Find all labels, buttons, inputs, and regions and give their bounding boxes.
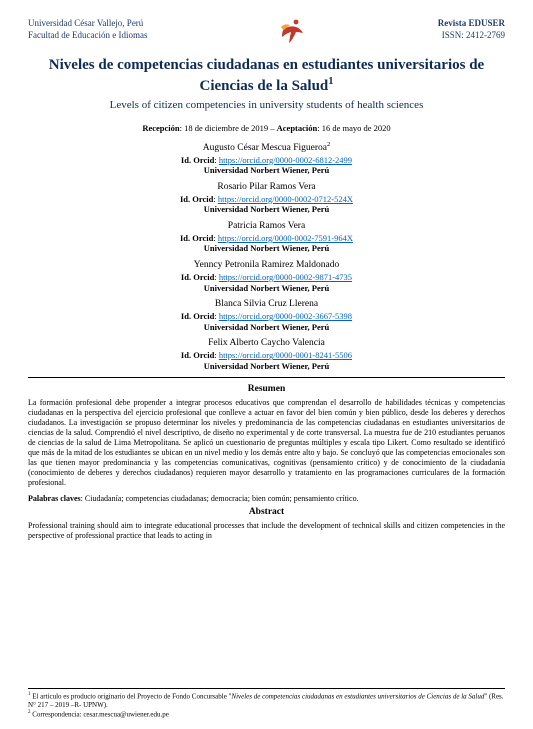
- institution-name: Universidad César Vallejo, Perú: [28, 18, 147, 30]
- reception-date: 18 de diciembre de 2019: [184, 123, 268, 133]
- header-left: Universidad César Vallejo, Perú Facultad…: [28, 18, 147, 41]
- author-affiliation: Universidad Norbert Wiener, Perú: [28, 204, 505, 215]
- fn1-title: Niveles de competencias ciudadanas en es…: [231, 692, 484, 700]
- authors-list: Augusto César Mescua Figueroa2Id. Orcid:…: [28, 141, 505, 372]
- author-affiliation: Universidad Norbert Wiener, Perú: [28, 165, 505, 176]
- author-name: Rosario Pilar Ramos Vera: [28, 182, 505, 194]
- author-name: Patricia Ramos Vera: [28, 221, 505, 233]
- reception-label: Recepción: [142, 123, 179, 133]
- author-affiliation: Universidad Norbert Wiener, Perú: [28, 283, 505, 294]
- footnote-2: 2 Correspondencia: cesar.mescua@uwiener.…: [28, 710, 505, 719]
- orcid-link[interactable]: https://orcid.org/0000-0001-8241-5506: [219, 350, 352, 360]
- abstract-heading: Abstract: [28, 507, 505, 517]
- author-block: Augusto César Mescua Figueroa2Id. Orcid:…: [28, 141, 505, 176]
- author-orcid-line: Id. Orcid: https://orcid.org/0000-0002-0…: [28, 194, 505, 205]
- author-name: Felix Alberto Caycho Valencia: [28, 338, 505, 350]
- orcid-link[interactable]: https://orcid.org/0000-0002-9871-4735: [219, 272, 352, 282]
- author-name: Blanca Silvia Cruz Llerena: [28, 299, 505, 311]
- article-title-en: Levels of citizen competencies in univer…: [28, 99, 505, 111]
- orcid-link[interactable]: https://orcid.org/0000-0002-7591-964X: [218, 233, 353, 243]
- footnotes: 1 El artículo es producto originario del…: [28, 688, 505, 719]
- issn: ISSN: 2412-2769: [438, 30, 505, 42]
- header-right: Revista EDUSER ISSN: 2412-2769: [438, 18, 505, 41]
- author-block: Felix Alberto Caycho ValenciaId. Orcid: …: [28, 338, 505, 371]
- separator-line: [28, 377, 505, 378]
- resumen-body: La formación profesional debe propender …: [28, 398, 505, 488]
- fn2-text: Correspondencia: cesar.mescua@uwiener.ed…: [32, 710, 169, 718]
- title-footnote-marker: 1: [328, 76, 333, 87]
- author-affiliation: Universidad Norbert Wiener, Perú: [28, 322, 505, 333]
- resumen-heading: Resumen: [28, 384, 505, 394]
- author-orcid-line: Id. Orcid: https://orcid.org/0000-0002-6…: [28, 155, 505, 166]
- faculty-name: Facultad de Educación e Idiomas: [28, 30, 147, 42]
- author-name: Augusto César Mescua Figueroa2: [28, 141, 505, 155]
- orcid-link[interactable]: https://orcid.org/0000-0002-0712-524X: [218, 194, 353, 204]
- author-block: Patricia Ramos VeraId. Orcid: https://or…: [28, 221, 505, 254]
- orcid-label: Id. Orcid: [181, 350, 214, 360]
- footnote-1: 1 El artículo es producto originario del…: [28, 692, 505, 710]
- acceptance-date: 16 de mayo de 2020: [322, 123, 391, 133]
- orcid-link[interactable]: https://orcid.org/0000-0002-3667-5398: [219, 311, 352, 321]
- orcid-label: Id. Orcid: [181, 272, 214, 282]
- acceptance-label: Aceptación: [277, 123, 318, 133]
- author-affiliation: Universidad Norbert Wiener, Perú: [28, 243, 505, 254]
- keywords-value: Ciudadanía; competencias ciudadanas; dem…: [85, 494, 359, 503]
- journal-logo-icon: [278, 18, 308, 44]
- author-block: Yenncy Petronila Ramirez MaldonadoId. Or…: [28, 260, 505, 293]
- author-name: Yenncy Petronila Ramirez Maldonado: [28, 260, 505, 272]
- author-orcid-line: Id. Orcid: https://orcid.org/0000-0002-9…: [28, 272, 505, 283]
- orcid-label: Id. Orcid: [180, 194, 213, 204]
- keywords-line: Palabras claves: Ciudadanía; competencia…: [28, 494, 505, 503]
- orcid-link[interactable]: https://orcid.org/0000-0002-6812-2499: [219, 155, 352, 165]
- keywords-label: Palabras claves: [28, 494, 81, 503]
- author-block: Blanca Silvia Cruz LlerenaId. Orcid: htt…: [28, 299, 505, 332]
- article-title-es: Niveles de competencias ciudadanas en es…: [28, 56, 505, 96]
- page-header: Universidad César Vallejo, Perú Facultad…: [28, 18, 505, 44]
- orcid-label: Id. Orcid: [180, 233, 213, 243]
- author-orcid-line: Id. Orcid: https://orcid.org/0000-0001-8…: [28, 350, 505, 361]
- dates-line: Recepción: 18 de diciembre de 2019 – Ace…: [28, 123, 505, 133]
- title-text-es: Niveles de competencias ciudadanas en es…: [49, 57, 484, 94]
- author-orcid-line: Id. Orcid: https://orcid.org/0000-0002-7…: [28, 233, 505, 244]
- author-block: Rosario Pilar Ramos VeraId. Orcid: https…: [28, 182, 505, 215]
- author-affiliation: Universidad Norbert Wiener, Perú: [28, 361, 505, 372]
- fn1-pre: El artículo es producto originario del P…: [32, 692, 231, 700]
- author-footnote-marker: 2: [327, 141, 330, 148]
- journal-name: Revista EDUSER: [438, 18, 505, 30]
- abstract-body: Professional training should aim to inte…: [28, 521, 505, 541]
- author-orcid-line: Id. Orcid: https://orcid.org/0000-0002-3…: [28, 311, 505, 322]
- orcid-label: Id. Orcid: [181, 155, 214, 165]
- orcid-label: Id. Orcid: [181, 311, 214, 321]
